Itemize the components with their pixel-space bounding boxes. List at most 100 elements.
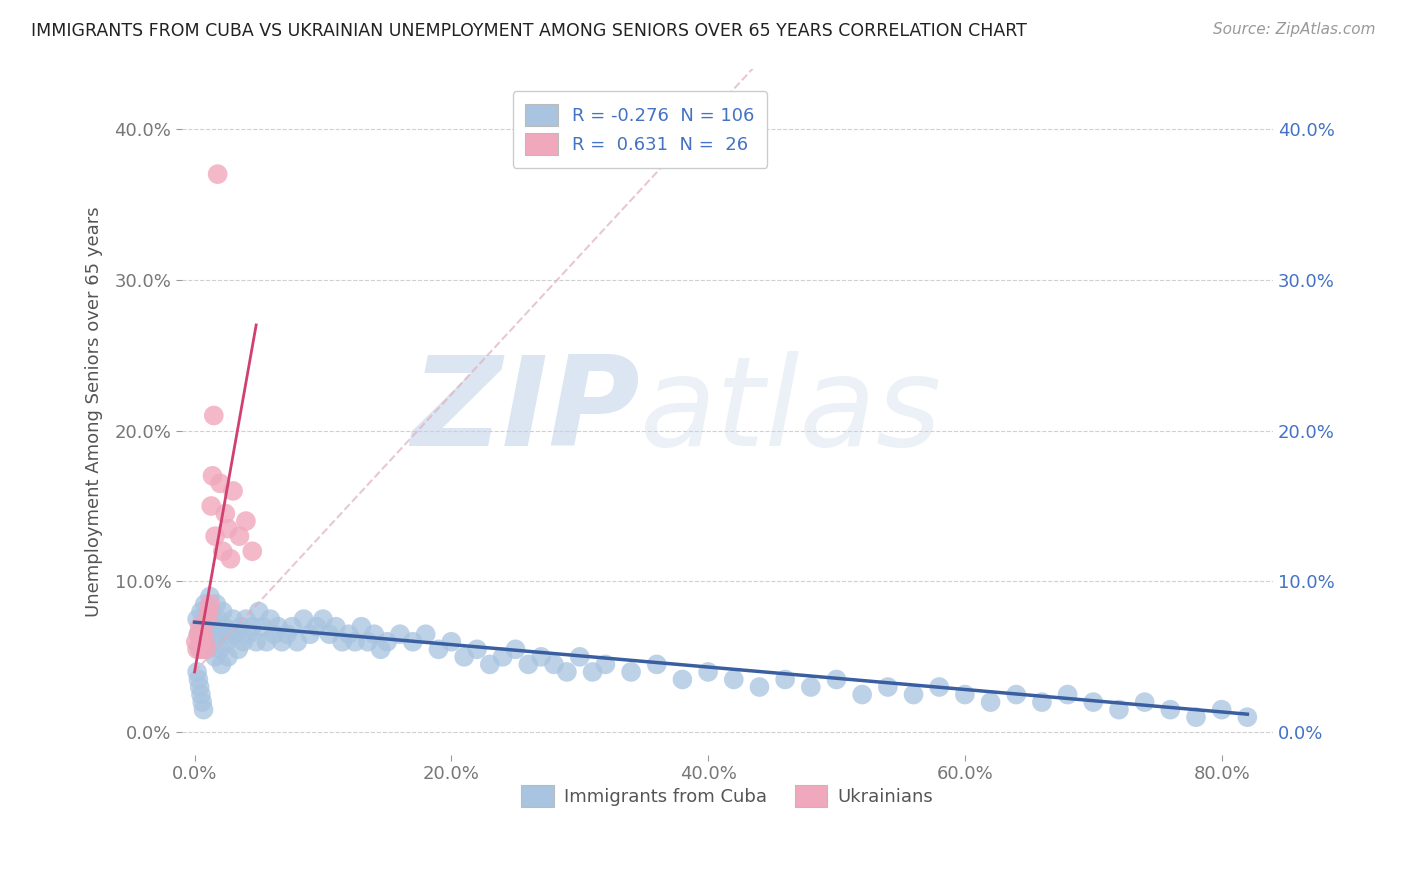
Point [825,673,848,687]
Point [228,529,250,543]
Point [193,627,215,641]
Point [229,620,252,634]
Point [240,620,263,634]
Point [581,665,603,679]
Point [620,665,643,679]
Point [375,634,398,648]
Point [195,612,218,626]
Point [415,627,437,641]
Point [211,544,233,558]
Point [238,627,260,641]
Point [281,620,304,634]
Point [186,612,208,626]
Point [191,620,214,634]
Point [184,634,207,648]
Point [903,688,925,702]
Point [1159,703,1181,717]
Point [1108,703,1130,717]
Point [427,642,450,657]
Point [270,634,292,648]
Point [193,703,215,717]
Point [256,634,278,648]
Point [208,627,231,641]
Point [1005,688,1028,702]
Point [202,634,225,648]
Point [440,634,463,648]
Point [800,680,823,694]
Text: atlas: atlas [640,351,942,472]
Point [245,634,267,648]
Point [505,642,527,657]
Point [198,590,221,604]
Point [363,627,385,641]
Point [232,634,254,648]
Point [851,688,873,702]
Point [211,657,233,672]
Point [195,612,218,626]
Point [247,605,270,619]
Point [530,649,553,664]
Point [204,649,226,664]
Point [198,597,221,611]
Point [200,499,222,513]
Text: ZIP: ZIP [412,351,640,472]
Point [187,627,209,641]
Point [453,649,475,664]
Point [478,657,501,672]
Point [205,597,228,611]
Point [723,673,745,687]
Point [195,627,218,641]
Point [325,620,347,634]
Point [252,620,274,634]
Point [226,642,249,657]
Point [186,642,208,657]
Point [219,627,242,641]
Point [222,612,245,626]
Point [1236,710,1258,724]
Point [344,634,367,648]
Point [194,597,217,611]
Point [217,522,239,536]
Y-axis label: Unemployment Among Seniors over 65 years: Unemployment Among Seniors over 65 years [86,206,103,617]
Point [555,665,578,679]
Point [330,634,353,648]
Point [215,634,238,648]
Point [1185,710,1208,724]
Point [748,680,770,694]
Point [370,642,392,657]
Point [212,620,235,634]
Point [595,657,617,672]
Point [928,680,950,694]
Point [1133,695,1156,709]
Point [187,627,209,641]
Point [276,627,298,641]
Point [312,612,335,626]
Point [357,634,380,648]
Point [201,468,224,483]
Point [388,627,411,641]
Point [517,657,540,672]
Point [235,612,257,626]
Point [222,483,245,498]
Point [568,649,591,664]
Point [292,612,315,626]
Point [202,409,225,423]
Point [299,627,322,641]
Point [191,695,214,709]
Point [209,476,232,491]
Point [543,657,565,672]
Point [305,620,328,634]
Point [285,634,308,648]
Point [214,507,236,521]
Text: Source: ZipAtlas.com: Source: ZipAtlas.com [1212,22,1375,37]
Point [194,634,217,648]
Point [1211,703,1233,717]
Point [217,649,239,664]
Point [337,627,360,641]
Point [211,605,233,619]
Point [465,642,488,657]
Point [225,627,247,641]
Point [188,680,211,694]
Point [350,620,373,634]
Point [645,657,668,672]
